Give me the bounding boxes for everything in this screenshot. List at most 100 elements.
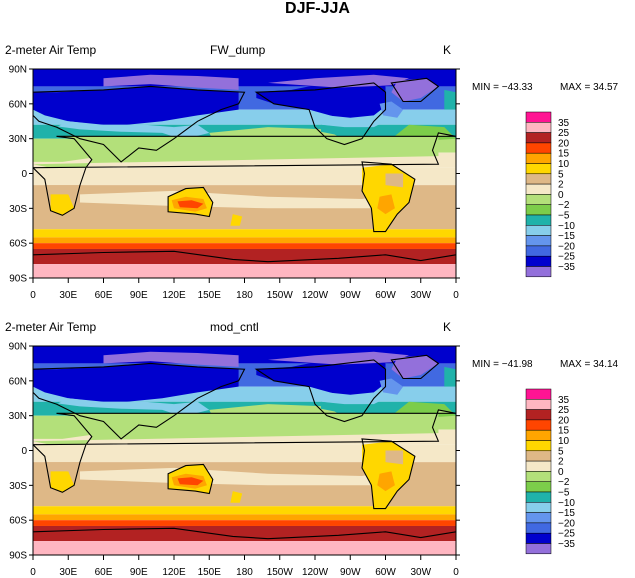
colorbar-level-label: −15: [558, 231, 575, 242]
colorbar-swatch: [525, 204, 552, 216]
colorbar-swatch: [525, 512, 552, 524]
colorbar-swatch: [525, 409, 552, 421]
colorbar-level-label: 35: [558, 118, 570, 129]
lat-tick-label: 0: [21, 446, 27, 457]
colorbar-level-label: 35: [558, 395, 570, 406]
colorbar-level-label: 20: [558, 415, 570, 426]
colorbar-level-label: 15: [558, 149, 570, 160]
colorbar-level-label: −15: [558, 508, 575, 519]
colorbar-swatch: [525, 399, 552, 410]
colorbar-level-label: −5: [558, 488, 570, 499]
colorbar-swatch: [525, 194, 552, 205]
colorbar-level-label: 0: [558, 190, 564, 201]
colorbar-swatch: [525, 481, 552, 493]
lat-tick-label: 30S: [9, 481, 27, 492]
colorbar-swatch: [525, 152, 552, 164]
lon-tick-label: 120W: [302, 290, 329, 301]
colorbar-level-label: −5: [558, 211, 570, 222]
colorbar-level-label: 5: [558, 169, 564, 180]
colorbar-swatch: [525, 235, 552, 247]
units-label: K: [443, 43, 451, 57]
lon-tick-label: 60E: [95, 567, 113, 578]
coastline-5: [390, 354, 440, 380]
coastline-2: [361, 438, 416, 510]
lon-tick-label: 120E: [162, 567, 186, 578]
lat-tick-label: 30N: [9, 134, 27, 145]
coastline-5: [390, 77, 440, 103]
lon-tick-label: 0: [30, 290, 36, 301]
lon-tick-label: 180: [236, 567, 253, 578]
variable-label: 2-meter Air Temp: [5, 43, 96, 57]
colorbar-swatch: [525, 266, 552, 278]
colorbar-swatch: [525, 522, 552, 534]
lat-tick-label: 60N: [9, 376, 27, 387]
lon-tick-label: 180: [236, 290, 253, 301]
lon-tick-label: 150E: [198, 567, 222, 578]
colorbar-level-label: −2: [558, 200, 570, 211]
colorbar-level-label: −10: [558, 498, 575, 509]
lat-tick-label: 90N: [9, 65, 27, 76]
colorbar-level-label: 10: [558, 436, 570, 447]
colorbar-level-label: −25: [558, 529, 575, 540]
colorbar-level-label: 2: [558, 180, 564, 191]
case-name-label: FW_dump: [210, 43, 266, 57]
coastline-antarctica: [33, 250, 456, 263]
lon-tick-label: 150E: [198, 290, 222, 301]
lon-tick-label: 30W: [410, 290, 431, 301]
coastline-3: [33, 85, 246, 163]
lon-tick-label: 0: [453, 567, 459, 578]
map-panel-mod_cntl: 2-meter Air Temp mod_cntl K MIN = −41.98 MAX…: [5, 320, 619, 578]
min-label: MIN = −43.33: [472, 82, 533, 93]
lat-tick-label: 60N: [9, 99, 27, 110]
lon-tick-label: 90E: [130, 290, 148, 301]
colorbar-swatch: [525, 471, 552, 482]
case-name-label: mod_cntl: [210, 320, 259, 334]
colorbar-swatch: [525, 255, 552, 267]
lon-tick-label: 30W: [410, 567, 431, 578]
coastline-4: [254, 82, 387, 146]
lon-tick-label: 150W: [267, 567, 294, 578]
colorbar-level-label: −25: [558, 252, 575, 263]
coastline-4: [254, 359, 387, 423]
lat-tick-label: 90S: [9, 551, 27, 562]
colorbar-level-label: 5: [558, 446, 564, 457]
lon-tick-label: 90E: [130, 567, 148, 578]
colorbar-swatch: [525, 132, 552, 144]
lon-tick-label: 90W: [340, 290, 361, 301]
colorbar-swatch: [525, 111, 552, 123]
min-label: MIN = −41.98: [472, 359, 533, 370]
colorbar-swatch: [525, 419, 552, 431]
coastline-1: [167, 186, 214, 218]
colorbar-level-label: 25: [558, 128, 570, 139]
colorbar-swatch: [525, 225, 552, 236]
colorbar-swatch: [525, 429, 552, 441]
coastline-2: [361, 161, 416, 233]
temperature-field: [33, 346, 456, 555]
colorbar-level-label: 2: [558, 457, 564, 468]
lon-tick-label: 120W: [302, 567, 329, 578]
colorbar-level-label: −20: [558, 241, 575, 252]
lon-tick-label: 0: [30, 567, 36, 578]
colorbar-level-label: 0: [558, 467, 564, 478]
panel-labels: 2-meter Air Temp FW_dump K MIN = −43.33 MAX …: [5, 43, 619, 93]
colorbar-swatch: [525, 163, 552, 175]
coastline-0: [33, 409, 456, 493]
colorbar-level-label: 15: [558, 426, 570, 437]
coastline-antarctica: [33, 527, 456, 540]
colorbar-swatch: [525, 388, 552, 400]
coastline-3: [33, 362, 246, 440]
max-label: MAX = 34.57: [560, 82, 619, 93]
colorbar-swatch: [525, 245, 552, 257]
colorbar-level-label: −20: [558, 518, 575, 529]
colorbar-swatch: [525, 450, 552, 462]
coastline-1: [167, 463, 214, 495]
colorbar-swatch: [525, 543, 552, 555]
colorbar-level-label: −35: [558, 262, 575, 273]
chart-title: DJF-JJA: [285, 0, 350, 17]
lat-tick-label: 90S: [9, 274, 27, 285]
colorbar-level-label: 10: [558, 159, 570, 170]
lat-tick-label: 60S: [9, 239, 27, 250]
lon-tick-label: 60W: [375, 567, 396, 578]
